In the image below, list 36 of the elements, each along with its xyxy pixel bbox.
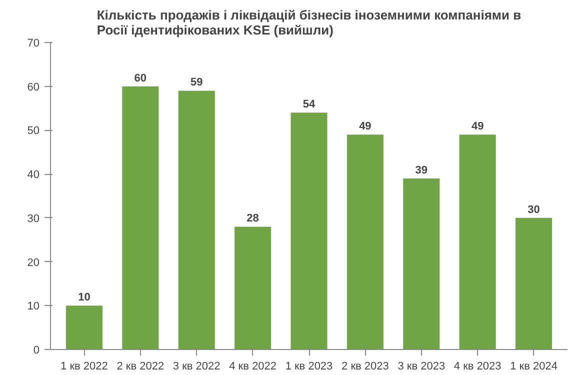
x-tick-label: 3 кв 2022 (172, 360, 220, 372)
data-label: 54 (302, 98, 316, 111)
bar (346, 134, 384, 350)
x-tick-label: 2 кв 2023 (342, 360, 389, 372)
data-label: 49 (471, 120, 484, 133)
x-tick-label: 4 кв 2022 (229, 360, 276, 372)
bar (66, 306, 102, 350)
x-tick-label: 1 кв 2023 (285, 360, 333, 372)
data-label: 49 (359, 120, 372, 133)
x-tick-label: 1 кв 2024 (510, 360, 558, 372)
bar (122, 86, 159, 350)
data-label: 39 (415, 164, 428, 176)
x-tick-label: 3 кв 2023 (398, 360, 446, 372)
x-tick-label: 1 кв 2022 (60, 360, 108, 372)
x-tick-label: 2 кв 2022 (116, 360, 164, 372)
data-label: 28 (246, 212, 259, 225)
data-label: 60 (134, 72, 147, 84)
bar (234, 226, 272, 350)
y-tick-label: 0 (33, 344, 40, 356)
bar (290, 112, 328, 350)
data-label: 30 (528, 204, 540, 216)
y-tick-label: 20 (27, 256, 40, 269)
bar (459, 134, 496, 350)
data-label: 59 (190, 76, 203, 89)
bar (178, 90, 215, 350)
bar (516, 218, 552, 350)
y-tick-label: 40 (27, 169, 40, 182)
bar (403, 178, 440, 350)
x-tick-label: 4 кв 2023 (454, 360, 502, 372)
y-tick-label: 70 (27, 38, 40, 50)
y-tick-label: 30 (27, 212, 40, 225)
chart-title: Кількість продажів і ліквідацій бізнесів іноземними компаніями в Росії ідентифікованих KSE (вийшли) (96, 8, 522, 38)
y-tick-label: 10 (27, 300, 40, 313)
y-tick-label: 60 (27, 81, 40, 94)
y-tick-label: 50 (27, 125, 40, 138)
data-label: 10 (78, 292, 90, 304)
